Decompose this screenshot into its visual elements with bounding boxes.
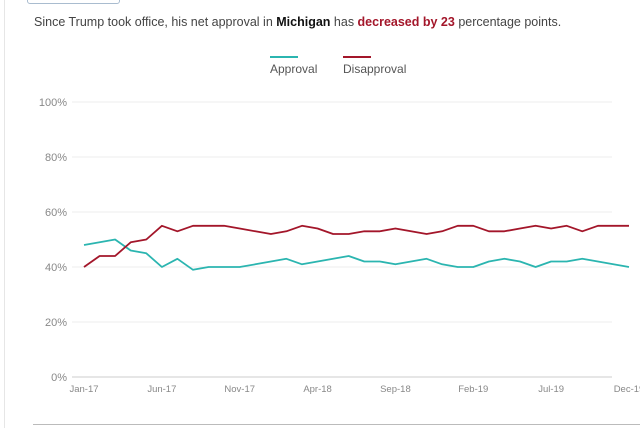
y-tick-label: 80%	[45, 152, 67, 164]
y-tick-label: 40%	[45, 262, 67, 274]
legend-label: Approval	[270, 62, 318, 76]
legend-approval[interactable]: Approval	[270, 56, 317, 76]
legend-swatch	[270, 56, 298, 58]
y-tick-label: 100%	[39, 97, 67, 109]
series-line-disapproval	[83, 224, 629, 268]
legend-disapproval[interactable]: Disapproval	[343, 56, 406, 76]
x-tick-label: Feb-19	[458, 384, 488, 395]
x-tick-label: Sep-18	[380, 384, 411, 395]
legend-swatch	[343, 56, 371, 58]
headline-text: percentage points.	[454, 15, 562, 29]
x-tick-label: Dec-19	[614, 384, 640, 395]
x-tick-label: Nov-17	[224, 384, 255, 395]
panel-border	[4, 0, 5, 428]
headline: Since Trump took office, his net approva…	[34, 15, 561, 29]
x-tick-label: Apr-18	[303, 384, 332, 395]
legend: Approval Disapproval	[0, 56, 640, 80]
divider	[33, 424, 640, 425]
series-line-approval	[83, 238, 630, 271]
headline-text: Since Trump took office, his net approva…	[34, 15, 277, 29]
y-tick-label: 0%	[51, 372, 67, 384]
state-name: Michigan	[276, 15, 331, 29]
y-tick-label: 60%	[45, 207, 67, 219]
headline-text: has	[330, 15, 358, 29]
x-tick-label: Jul-19	[538, 384, 564, 395]
y-tick-label: 20%	[45, 317, 67, 329]
x-tick-label: Jan-17	[69, 384, 98, 395]
legend-label: Disapproval	[343, 62, 407, 76]
top-button[interactable]	[27, 0, 120, 4]
net-change: decreased by 23	[357, 15, 455, 29]
x-tick-label: Jun-17	[147, 384, 176, 395]
